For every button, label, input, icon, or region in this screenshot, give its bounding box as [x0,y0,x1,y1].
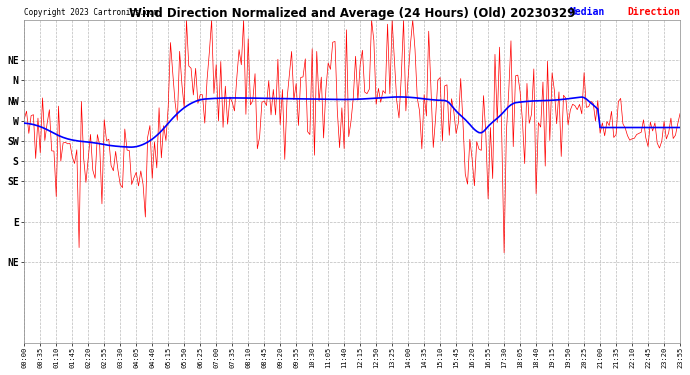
Title: Wind Direction Normalized and Average (24 Hours) (Old) 20230329: Wind Direction Normalized and Average (2… [129,7,575,20]
Text: Copyright 2023 Cartronics.com: Copyright 2023 Cartronics.com [24,8,159,17]
Text: Direction: Direction [627,7,680,17]
Text: Median: Median [569,7,604,17]
